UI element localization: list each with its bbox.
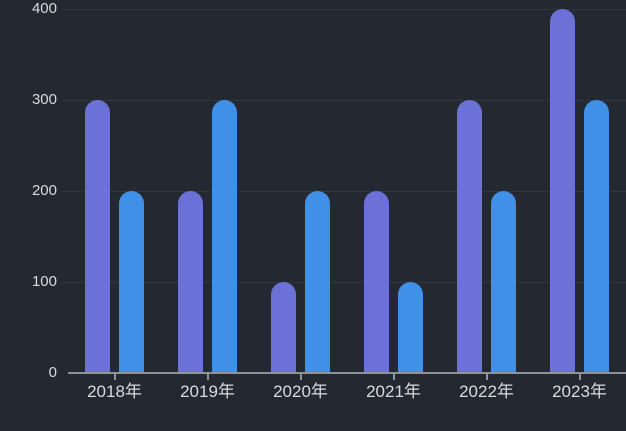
gridline [62,191,626,192]
gridline [62,282,626,283]
gridline [62,100,626,101]
bar[interactable] [271,282,296,373]
y-axis-tick-label: 200 [31,182,57,199]
x-axis-tick-label: 2023年 [552,382,607,401]
x-axis-tick [113,374,116,380]
x-axis-tick [392,374,395,380]
bar[interactable] [178,191,203,373]
x-axis-tick-label: 2018年 [87,382,142,401]
bar[interactable] [584,100,609,373]
x-axis-tick [578,374,581,380]
bar[interactable] [491,191,516,373]
bar[interactable] [212,100,237,373]
y-axis-tick-label: 400 [31,0,57,17]
bar[interactable] [85,100,110,373]
bar[interactable] [457,100,482,373]
x-axis-tick-label: 2020年 [273,382,328,401]
x-axis-tick [206,374,209,380]
bar[interactable] [364,191,389,373]
x-axis-tick-label: 2019年 [180,382,235,401]
bar[interactable] [398,282,423,373]
bar[interactable] [550,9,575,373]
bar[interactable] [119,191,144,373]
y-axis-tick-label: 300 [31,91,57,108]
x-axis-tick [485,374,488,380]
y-axis-tick-label: 100 [31,273,57,290]
bar[interactable] [305,191,330,373]
x-axis-tick-label: 2022年 [459,382,514,401]
y-axis-tick-label: 0 [48,364,57,381]
x-axis-tick [299,374,302,380]
gridline [62,9,626,10]
x-axis-tick-label: 2021年 [366,382,421,401]
x-axis-line [68,372,626,374]
